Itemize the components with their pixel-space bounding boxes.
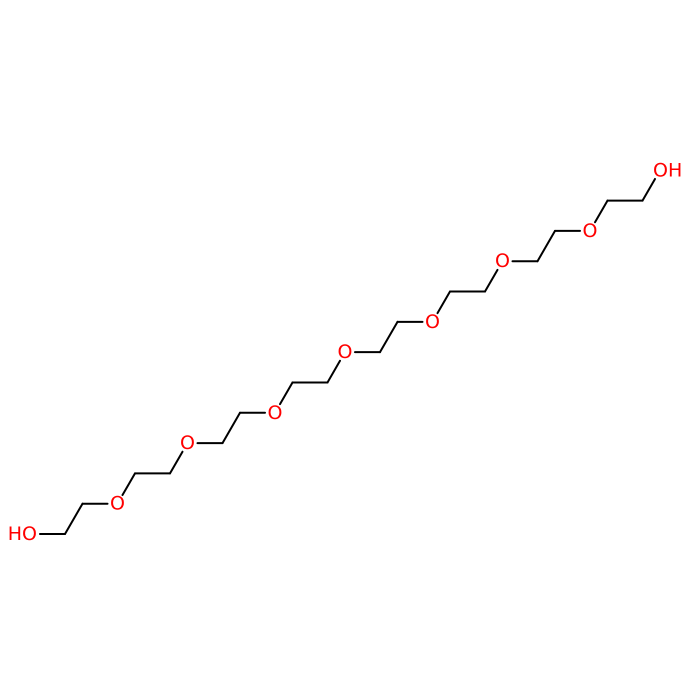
bond: [594, 199, 609, 224]
bond: [641, 177, 656, 202]
bond: [279, 381, 294, 406]
bond: [484, 268, 499, 293]
bond: [379, 320, 399, 354]
oxygen-label: O: [338, 341, 353, 363]
oxygen-label: O: [495, 250, 510, 272]
oxygen-label: O: [268, 402, 283, 424]
bond: [326, 359, 341, 384]
bond: [169, 450, 184, 475]
hydroxyl-label: OH: [653, 159, 682, 181]
oxygen-label: O: [425, 311, 440, 333]
oxygen-label: O: [110, 493, 125, 515]
atom-labels: HO O O O O O O O OH: [8, 159, 683, 545]
bond: [536, 229, 556, 263]
bond: [64, 502, 84, 535]
hydroxyl-label: HO: [8, 523, 37, 545]
bonds: [39, 177, 656, 535]
oxygen-label: O: [583, 220, 598, 242]
bond: [121, 472, 136, 497]
oxygen-label: O: [180, 432, 195, 454]
bond: [436, 290, 451, 315]
bond: [221, 411, 241, 445]
